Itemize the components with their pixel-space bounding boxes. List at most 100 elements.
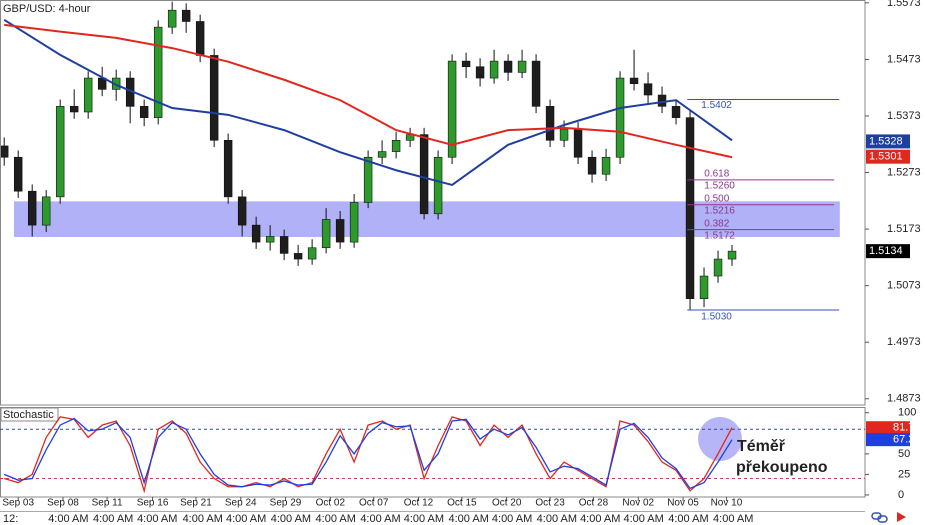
price-tag: 1.5301 [869,151,903,163]
x-tick-label: Nov 10 [711,498,743,509]
time-label: 4:00 AM [183,513,223,525]
candle-body [41,196,51,226]
indicator-tag: 81.79 [893,422,921,434]
candle-body [503,60,513,73]
candle-body [517,60,527,73]
x-tick-label: Sep 11 [92,498,123,509]
candle-body [391,139,401,152]
time-label: 4:00 AM [93,513,133,525]
arrow-icon[interactable] [897,512,906,522]
fib-price-label: 1.5172 [704,230,735,241]
candle-body [335,219,345,243]
time-label: 4:00 AM [48,513,88,525]
y-tick-label: 1.4873 [887,393,921,405]
candle-body [461,60,471,68]
x-tick-label: Nov 05 [667,498,699,509]
candle-body [83,77,93,113]
candle-body [377,151,387,158]
y-tick-label: 1.5373 [887,110,921,122]
candle-body [629,77,639,85]
y-tick-label: 100 [898,407,916,419]
candle-body [265,236,275,243]
candle-body [153,26,163,118]
candle-body [713,258,723,277]
x-tick-label: Oct 15 [447,498,477,509]
fib-price-label: 1.5260 [704,181,735,192]
candle-body [447,60,457,158]
x-tick-label: Oct 28 [579,498,609,509]
candle-body [13,156,23,192]
candle-body [573,128,583,158]
y-tick-label: 0 [898,489,904,501]
annotation-line: Téměř [737,438,786,455]
candle-body [545,106,555,141]
candle-body [349,202,359,243]
price-tag-box [866,134,910,149]
candle-body [559,128,569,141]
time-label: 4:00 AM [316,513,356,525]
moving-average-line [4,23,733,159]
chart-title: GBP/USD: 4-hour [3,3,91,15]
time-label: 4:00 AM [537,513,577,525]
x-tick-label: Oct 12 [404,498,434,509]
fib-ratio-label: 0.500 [704,193,729,204]
y-tick-label: 1.5273 [887,166,921,178]
candle-body [419,134,429,215]
indicator-title-box [0,407,59,422]
y-tick-label: 25 [898,468,910,480]
time-label: 4:00 AM [492,513,532,525]
x-tick-label: Nov 02 [622,498,654,509]
price-tag-box [866,149,910,164]
candle-body [321,219,331,249]
candle-body [657,94,667,107]
candle-body [279,236,289,254]
stochastic-panel-frame [0,407,866,498]
y-tick-label: 1.5073 [887,280,921,292]
moving-average-line [3,18,733,187]
candle-body [69,106,79,113]
price-tag-box [866,244,910,259]
candle-body [671,106,681,118]
x-tick-label: Oct 07 [359,498,389,509]
time-label: 4:00 AM [271,513,311,525]
price-tag: 1.5328 [869,135,903,147]
candle-body [251,224,261,243]
candle-body [601,156,611,175]
candle-body [531,60,541,107]
x-tick-label: Sep 08 [47,498,79,509]
annotation-circle [698,417,742,461]
time-label: 4:00 AM [404,513,444,525]
time-label: 4:00 AM [580,513,620,525]
link-icon[interactable] [871,512,888,523]
candle-body [615,77,625,158]
annotation-line: překoupeno [736,459,828,476]
candle-body [55,106,65,198]
x-tick-label: Sep 29 [270,498,302,509]
link-icon-part [877,515,888,523]
x-tick-label: Sep 16 [137,498,169,509]
price-panel-frame [0,0,866,406]
fib-ratio-label: 0.618 [704,169,729,180]
fib-ratio-label: 0.382 [704,218,729,229]
time-label: 4:00 AM [360,513,400,525]
y-tick-label: 1.5173 [887,223,921,235]
main-layer [0,1,737,310]
candle-body [727,250,737,260]
time-label: 4:00 AM [623,513,663,525]
candle-body [139,106,149,118]
x-tick-label: Oct 20 [492,498,522,509]
time-label: 4:00 AM [137,513,177,525]
time-label: 4:00 AM [449,513,489,525]
time-label: 12: [3,513,18,525]
candle-body [223,139,233,198]
x-tick-label: Oct 23 [535,498,565,509]
candle-body [307,247,317,260]
indicator-title: Stochastic [3,409,54,421]
time-label: 4:00 AM [226,513,266,525]
candle-body [685,117,695,299]
candle-body [433,156,443,215]
candle-body [489,60,499,79]
y-tick-label: 50 [898,448,910,460]
